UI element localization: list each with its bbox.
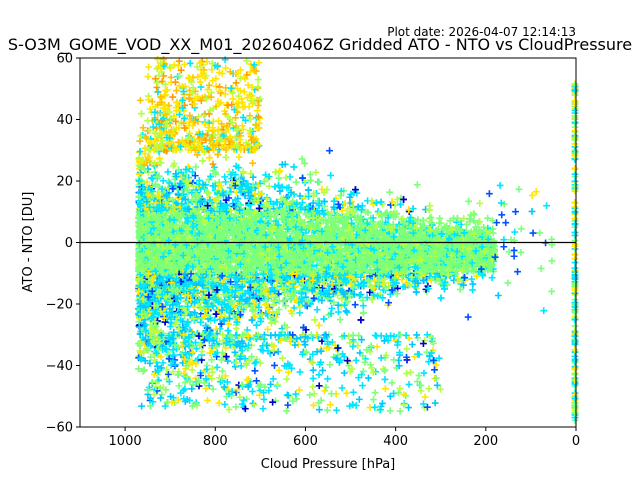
data-point: [315, 322, 323, 329]
data-point: [136, 96, 144, 104]
data-point: [138, 402, 146, 410]
data-point: [249, 173, 257, 181]
scatter-points: [135, 55, 579, 424]
data-point: [335, 218, 342, 226]
data-point: [192, 163, 200, 171]
data-point: [166, 323, 174, 330]
data-point: [413, 181, 421, 189]
data-point: [366, 289, 374, 296]
data-point: [159, 177, 167, 185]
data-point: [318, 297, 326, 304]
data-point: [222, 178, 230, 186]
data-point: [299, 199, 306, 207]
data-point: [164, 168, 172, 176]
data-point: [210, 163, 218, 171]
data-point: [275, 174, 283, 182]
data-point: [284, 192, 292, 200]
data-point: [336, 316, 344, 323]
data-point: [393, 196, 401, 203]
data-point: [337, 302, 345, 310]
data-point: [386, 188, 394, 196]
data-point: [343, 309, 351, 316]
data-point: [296, 309, 304, 317]
plot-date-subtitle: Plot date: 2026-04-07 12:14:13: [387, 25, 576, 39]
data-point: [469, 280, 477, 288]
data-point: [141, 357, 149, 365]
data-point: [249, 159, 256, 167]
data-point: [313, 306, 321, 314]
chart-title: S-O3M_GOME_VOD_XX_M01_20260406Z Gridded …: [8, 35, 632, 55]
data-point: [370, 276, 378, 284]
data-point: [285, 184, 293, 192]
data-point: [456, 286, 464, 293]
